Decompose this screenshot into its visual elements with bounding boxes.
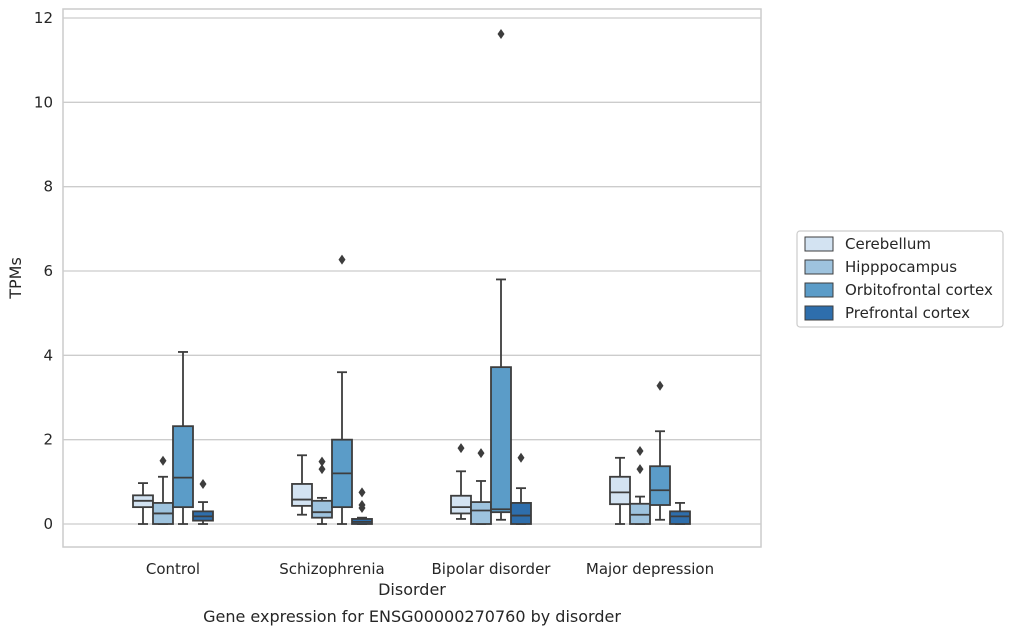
box-body (649, 465, 671, 506)
box (351, 487, 373, 525)
outlier-point (318, 456, 326, 467)
x-tick-label: Schizophrenia (279, 560, 384, 578)
y-tick-label: 10 (34, 93, 53, 111)
box-body (609, 475, 631, 506)
y-tick-label: 4 (43, 346, 53, 364)
outlier-point (338, 254, 346, 265)
legend-frame (796, 230, 1004, 328)
legend-entry-label: Hipppocampus (845, 258, 957, 276)
box-body (311, 499, 333, 519)
box (629, 446, 651, 525)
y-tick-label: 2 (43, 431, 53, 449)
y-tick-label: 0 (43, 515, 53, 533)
y-tick-label: 12 (34, 9, 53, 27)
legend-entry-label: Orbitofrontal cortex (845, 281, 993, 299)
box-body (291, 483, 313, 507)
box-body (450, 494, 472, 515)
legend-entry-label: Cerebellum (845, 235, 931, 253)
box-body (470, 501, 492, 525)
y-tick-labels: 0 2 4 6 8 10 12 (34, 9, 53, 533)
box (450, 443, 472, 520)
x-axis-label: Disorder (378, 580, 446, 599)
x-tick-label: Control (146, 560, 200, 578)
outlier-point (358, 487, 366, 498)
outlier-point (318, 464, 326, 475)
x-tick-label: Major depression (586, 560, 714, 578)
x-tick-label: Bipolar disorder (432, 560, 552, 578)
outlier-point (636, 464, 644, 475)
plot-frame (62, 8, 762, 548)
box-body (490, 366, 512, 514)
x-tick-labels: Control Schizophrenia Bipolar disorder Majo… (146, 560, 714, 578)
legend-swatch (804, 259, 834, 275)
box (132, 482, 154, 525)
box (172, 351, 194, 525)
box (331, 254, 353, 525)
box-body (172, 425, 194, 509)
outlier-point (477, 448, 485, 459)
box-body (669, 510, 691, 525)
box (152, 455, 174, 525)
box (669, 502, 691, 525)
outlier-point (636, 446, 644, 457)
y-axis-label: TPMs (6, 257, 25, 300)
chart-caption: Gene expression for ENSG00000270760 by d… (203, 607, 621, 626)
outlier-point (199, 478, 207, 489)
legend-swatch (804, 282, 834, 298)
legend: Cerebellum Hipppocampus Orbitofrontal cort… (796, 230, 1004, 328)
box (311, 456, 333, 525)
legend-swatch (804, 305, 834, 321)
box-body (510, 502, 532, 525)
plot-area (132, 29, 691, 525)
legend-swatch (804, 236, 834, 252)
box (510, 452, 532, 525)
outlier-point (159, 455, 167, 466)
outlier-point (358, 500, 366, 511)
y-tick-label: 8 (43, 178, 53, 196)
outlier-point (497, 29, 505, 40)
outlier-point (656, 380, 664, 391)
outlier-point (517, 452, 525, 463)
box (192, 478, 214, 525)
legend-entry-label: Prefrontal cortex (845, 304, 970, 322)
outlier-point (457, 443, 465, 454)
box (649, 380, 671, 521)
box (490, 29, 512, 521)
box (609, 456, 631, 525)
box (291, 454, 313, 516)
y-tick-label: 6 (43, 262, 53, 280)
